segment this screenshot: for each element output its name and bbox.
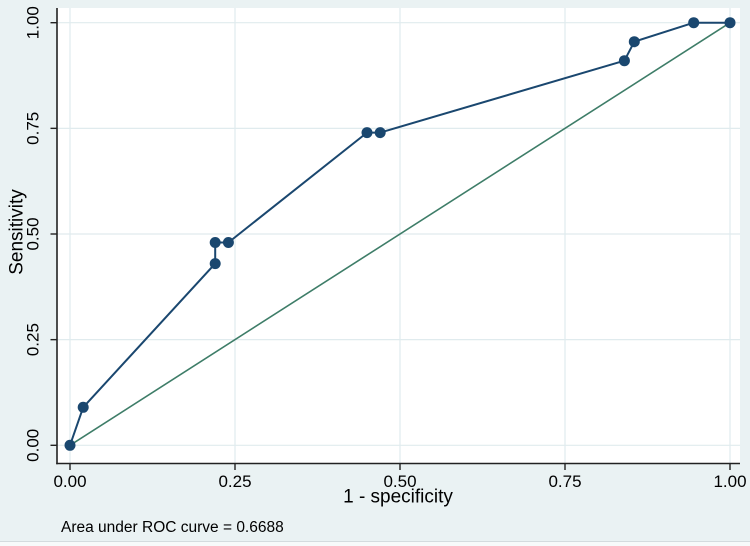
- roc-data-point: [77, 401, 89, 413]
- y-tick-label: 1.00: [24, 6, 43, 39]
- reference-line: [69, 21, 731, 447]
- roc-data-point: [618, 55, 630, 67]
- x-tick-label: 0.25: [218, 472, 251, 491]
- roc-data-point: [209, 237, 221, 248]
- roc-data-point: [222, 237, 234, 248]
- roc-data-point: [628, 36, 640, 48]
- y-tick-label: 0.50: [24, 217, 43, 250]
- roc-data-point: [209, 258, 221, 270]
- y-tick-label: 0.75: [24, 112, 43, 145]
- x-tick-label: 0.75: [548, 472, 581, 491]
- y-axis-label: Sensitivity: [6, 189, 28, 275]
- x-tick-label: 1.00: [713, 472, 746, 491]
- y-tick-label: 0.25: [24, 323, 43, 356]
- roc-data-point: [688, 17, 700, 29]
- roc-data-point: [361, 127, 373, 139]
- x-tick-label: 0.00: [53, 472, 86, 491]
- x-axis-label: 1 - specificity: [343, 486, 453, 508]
- roc-data-point: [64, 439, 76, 451]
- window-bottom-edge: [0, 541, 750, 546]
- roc-data-point: [374, 127, 386, 139]
- auc-caption: Area under ROC curve = 0.6688: [61, 519, 284, 536]
- x-tick-label: 0.50: [383, 472, 416, 491]
- y-tick-label: 0.00: [24, 429, 43, 462]
- roc-data-point: [724, 17, 736, 29]
